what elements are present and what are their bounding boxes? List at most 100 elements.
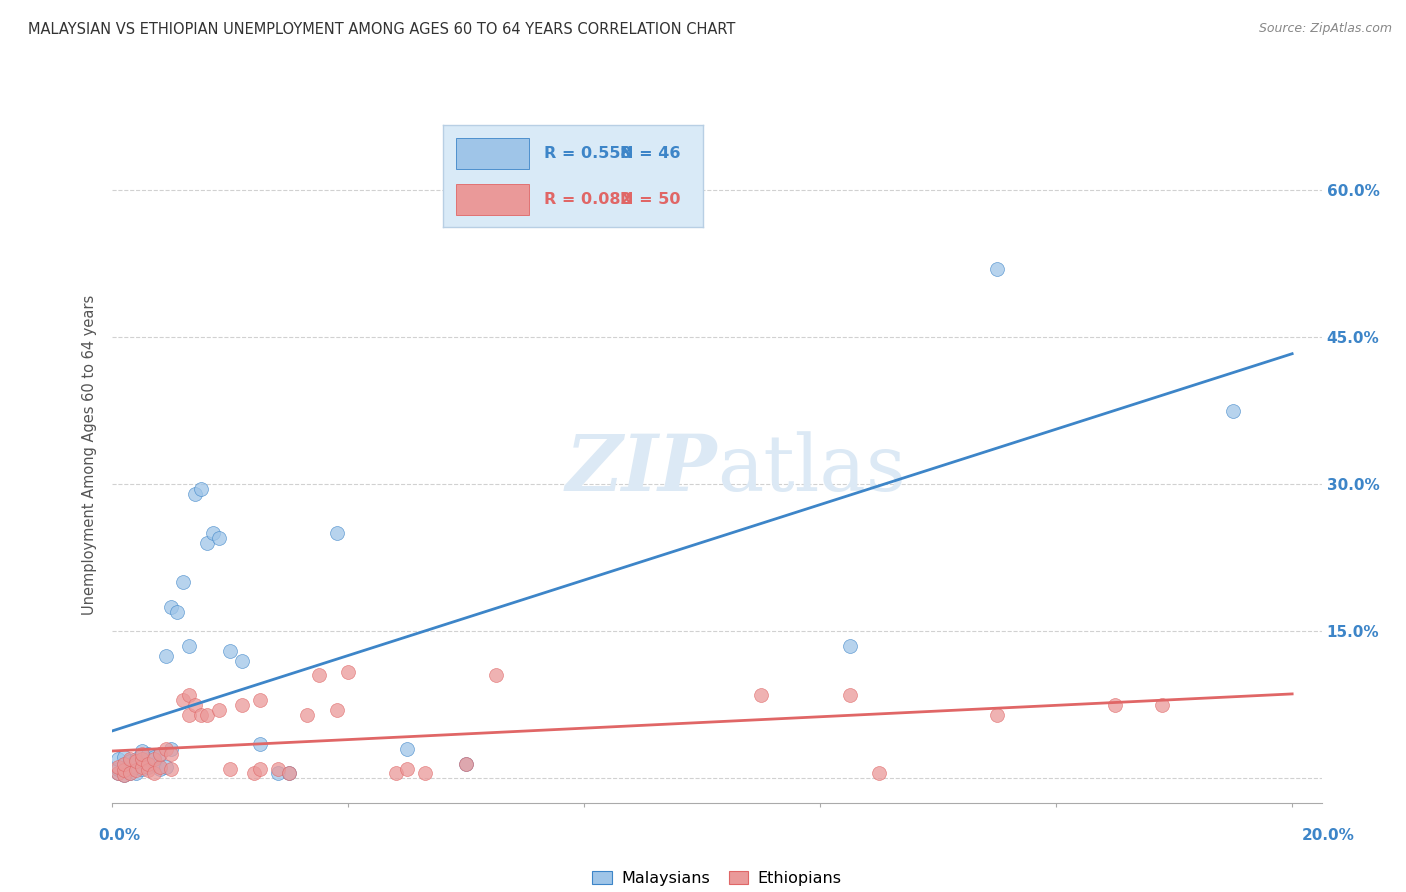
Point xyxy=(231,698,253,712)
Text: atlas: atlas xyxy=(717,431,905,507)
Point xyxy=(160,762,183,776)
Point xyxy=(120,752,142,766)
Bar xyxy=(456,185,529,215)
Point xyxy=(131,762,153,776)
Point xyxy=(160,599,183,614)
Point xyxy=(179,707,201,722)
Bar xyxy=(456,138,529,169)
Point xyxy=(243,766,266,780)
Point xyxy=(838,639,860,653)
Point xyxy=(190,482,212,496)
Point xyxy=(195,707,218,722)
Text: 0.0%: 0.0% xyxy=(98,829,141,843)
Point xyxy=(160,742,183,756)
Point xyxy=(208,703,231,717)
Point xyxy=(131,747,153,761)
Point xyxy=(413,766,436,780)
Point xyxy=(184,698,207,712)
Point xyxy=(155,648,177,663)
Point xyxy=(1152,698,1174,712)
Point xyxy=(112,764,135,778)
Point xyxy=(131,752,153,766)
Point xyxy=(231,654,253,668)
Point xyxy=(120,766,142,780)
Point xyxy=(136,756,159,771)
Point xyxy=(1222,404,1244,418)
Text: R = 0.558: R = 0.558 xyxy=(544,146,631,161)
Point xyxy=(120,766,142,780)
Point xyxy=(149,747,172,761)
Point xyxy=(278,766,301,780)
Text: 20.0%: 20.0% xyxy=(1302,829,1355,843)
Point xyxy=(131,759,153,773)
Point xyxy=(142,752,165,766)
Point xyxy=(219,762,242,776)
Point xyxy=(142,756,165,771)
Point xyxy=(112,768,135,782)
Point xyxy=(184,487,207,501)
Point xyxy=(249,737,271,751)
Point xyxy=(125,759,148,773)
Point xyxy=(986,261,1008,276)
Point xyxy=(266,766,288,780)
Point xyxy=(120,759,142,773)
Point xyxy=(337,665,360,680)
Point xyxy=(201,526,224,541)
Point xyxy=(155,742,177,756)
Point xyxy=(142,766,165,780)
Text: Source: ZipAtlas.com: Source: ZipAtlas.com xyxy=(1258,22,1392,36)
Point xyxy=(131,744,153,758)
Point xyxy=(266,762,288,776)
Point xyxy=(195,536,218,550)
Text: N = 50: N = 50 xyxy=(620,193,681,207)
Point xyxy=(125,754,148,768)
Point xyxy=(172,693,194,707)
Point xyxy=(249,762,271,776)
Point xyxy=(149,747,172,761)
Point xyxy=(107,752,129,766)
Point xyxy=(219,644,242,658)
Point xyxy=(172,575,194,590)
Text: N = 46: N = 46 xyxy=(620,146,681,161)
Point xyxy=(112,756,135,771)
Point xyxy=(838,688,860,702)
Point xyxy=(485,668,508,682)
Point xyxy=(456,756,478,771)
Point xyxy=(142,749,165,764)
Point xyxy=(325,526,347,541)
Point xyxy=(125,766,148,780)
Point xyxy=(325,703,347,717)
Point xyxy=(107,759,129,773)
Point xyxy=(149,759,172,773)
Point xyxy=(166,605,188,619)
Point xyxy=(112,756,135,771)
Point xyxy=(456,756,478,771)
Point xyxy=(384,766,406,780)
Point xyxy=(160,747,183,761)
Point xyxy=(131,754,153,768)
Point xyxy=(125,752,148,766)
Point xyxy=(179,639,201,653)
Point xyxy=(190,707,212,722)
Point xyxy=(149,762,172,776)
Y-axis label: Unemployment Among Ages 60 to 64 years: Unemployment Among Ages 60 to 64 years xyxy=(82,294,97,615)
Point xyxy=(155,759,177,773)
Point xyxy=(125,764,148,778)
Point xyxy=(112,749,135,764)
Point xyxy=(1104,698,1126,712)
Point xyxy=(179,688,201,702)
Point xyxy=(136,752,159,766)
Point xyxy=(107,766,129,780)
Point xyxy=(396,742,419,756)
Point xyxy=(107,766,129,780)
Point xyxy=(308,668,330,682)
Point xyxy=(868,766,890,780)
Point xyxy=(249,693,271,707)
Point xyxy=(986,707,1008,722)
Point xyxy=(136,764,159,778)
Text: ZIP: ZIP xyxy=(565,431,717,507)
Point xyxy=(749,688,772,702)
Point xyxy=(107,762,129,776)
Legend: Malaysians, Ethiopians: Malaysians, Ethiopians xyxy=(586,864,848,892)
Text: R = 0.082: R = 0.082 xyxy=(544,193,631,207)
